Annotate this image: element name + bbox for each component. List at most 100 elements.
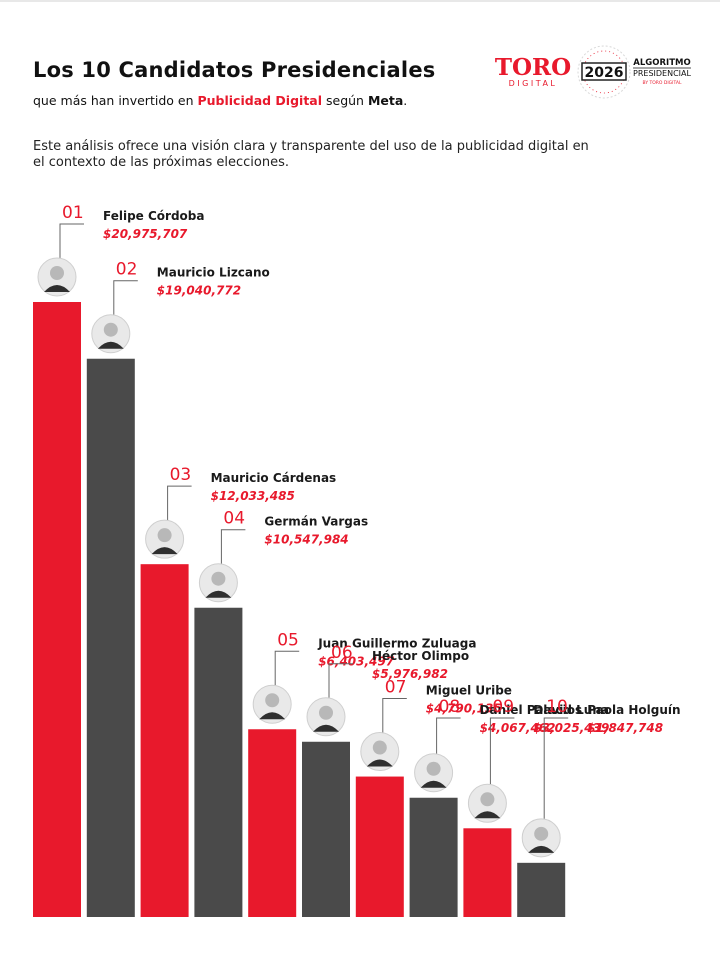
algo-line1: ALGORITMO: [633, 58, 690, 68]
toro-logo-sub: DIGITAL: [509, 79, 558, 88]
year-2026-badge: 2026: [577, 45, 631, 99]
candidate-avatar: [198, 563, 238, 603]
rank-label: 03: [170, 465, 192, 485]
badge-box-icon: [581, 62, 627, 81]
subtitle-text: que más han invertido en: [33, 93, 198, 108]
connector-line: [382, 698, 407, 733]
subtitle-highlight: Publicidad Digital: [197, 93, 323, 108]
candidate-value: $20,975,707: [103, 227, 188, 241]
bar-09: [463, 828, 512, 917]
candidate-name: Germán Vargas: [264, 515, 368, 529]
bar-02: [86, 358, 135, 917]
page-subtitle: que más han invertido en Publicidad Digi…: [33, 93, 407, 108]
candidate-avatar: [521, 818, 561, 858]
connector-line: [59, 223, 84, 258]
person-head-icon: [534, 826, 549, 841]
person-head-icon: [426, 761, 441, 776]
person-body-icon: [259, 712, 286, 720]
rank-label: 05: [277, 630, 299, 650]
bar-01: [33, 302, 81, 917]
person-body-icon: [528, 845, 555, 853]
person-head-icon: [265, 693, 280, 708]
candidate-name: Mauricio Lizcano: [157, 266, 270, 280]
connector-line: [436, 717, 461, 754]
candidate-name: Juan Guillermo Zuluaga: [317, 636, 476, 650]
bar-04: [194, 607, 243, 917]
candidate-avatar: [37, 257, 77, 297]
bar-03: [140, 564, 189, 917]
candidate-avatar: [414, 753, 454, 793]
connector-line: [167, 485, 192, 521]
algoritmo-presidencial-logo: ALGORITMO PRESIDENCIAL BY TORO DIGITAL: [633, 58, 692, 86]
candidate-value: $12,033,485: [211, 489, 295, 503]
rank-label: 02: [116, 260, 138, 280]
connector-line: [543, 717, 569, 819]
algo-line2: PRESIDENCIAL: [633, 69, 691, 78]
rank-label: 06: [331, 643, 353, 663]
person-body-icon: [44, 285, 70, 292]
rank-label: 07: [385, 678, 407, 698]
candidate-name: Miguel Uribe: [426, 684, 512, 698]
candidate-avatar: [360, 732, 400, 772]
connector-line: [489, 717, 515, 785]
candidate-name: Felipe Córdoba: [103, 209, 204, 223]
candidate-value: $4,067,462: [480, 721, 556, 735]
candidate-name: David Luna: [533, 703, 609, 717]
connector-line: [113, 280, 138, 315]
person-body-icon: [420, 780, 447, 788]
badge-year: 2026: [585, 65, 624, 81]
rank-label: 08: [439, 697, 461, 717]
candidate-avatar: [252, 684, 292, 724]
candidate-avatar: [306, 697, 346, 737]
candidate-value: $19,040,772: [157, 284, 241, 298]
candidate-name: Mauricio Cárdenas: [211, 471, 337, 485]
bar-06: [302, 741, 350, 917]
subtitle-text-mid: según: [322, 93, 368, 108]
person-body-icon: [151, 547, 178, 555]
rank-label: 09: [492, 697, 514, 717]
candidate-name: Paola Holguín: [587, 703, 680, 717]
candidate-value: $4,790,135: [426, 702, 502, 716]
connector-line: [328, 663, 353, 698]
candidate-value: $3,025,439: [533, 721, 609, 735]
description: Este análisis ofrece una visión clara y …: [33, 139, 589, 170]
person-body-icon: [205, 590, 232, 598]
candidate-avatar: [467, 783, 507, 823]
candidate-value: $5,976,982: [372, 667, 448, 681]
badge-ring-icon: [577, 45, 631, 99]
person-head-icon: [480, 792, 495, 807]
bar-10: [517, 862, 566, 917]
person-head-icon: [157, 528, 172, 543]
person-head-icon: [50, 266, 64, 280]
person-head-icon: [372, 740, 387, 755]
person-head-icon: [103, 322, 118, 337]
person-body-icon: [313, 724, 339, 732]
candidate-value: $6,403,497: [318, 654, 395, 668]
subtitle-bold: Meta: [367, 93, 404, 108]
candidate-value: $1,847,748: [587, 721, 663, 735]
connector-line: [220, 529, 246, 564]
bar-08: [409, 797, 458, 917]
bar-05: [248, 729, 297, 917]
candidate-avatar: [91, 314, 131, 354]
connector-line: [274, 650, 300, 686]
rank-label: 01: [62, 203, 84, 223]
person-head-icon: [319, 705, 333, 720]
algo-line3: BY TORO DIGITAL: [642, 80, 681, 86]
subtitle-end: .: [403, 93, 408, 108]
candidate-avatar: [145, 519, 185, 559]
rank-label: 10: [546, 697, 568, 717]
candidate-name: Daniel Palacios: [480, 703, 583, 717]
person-head-icon: [211, 571, 226, 586]
top-divider: [0, 0, 720, 2]
toro-digital-logo: TORO DIGITAL: [495, 54, 571, 88]
person-body-icon: [97, 341, 124, 349]
person-body-icon: [366, 759, 393, 767]
candidate-name: Héctor Olimpo: [372, 649, 469, 663]
page-title: Los 10 Candidatos Presidenciales: [33, 58, 436, 82]
candidate-value: $10,547,984: [264, 533, 348, 547]
rank-label: 04: [223, 509, 245, 529]
bar-07: [355, 776, 404, 917]
toro-logo-word: TORO: [495, 54, 571, 81]
